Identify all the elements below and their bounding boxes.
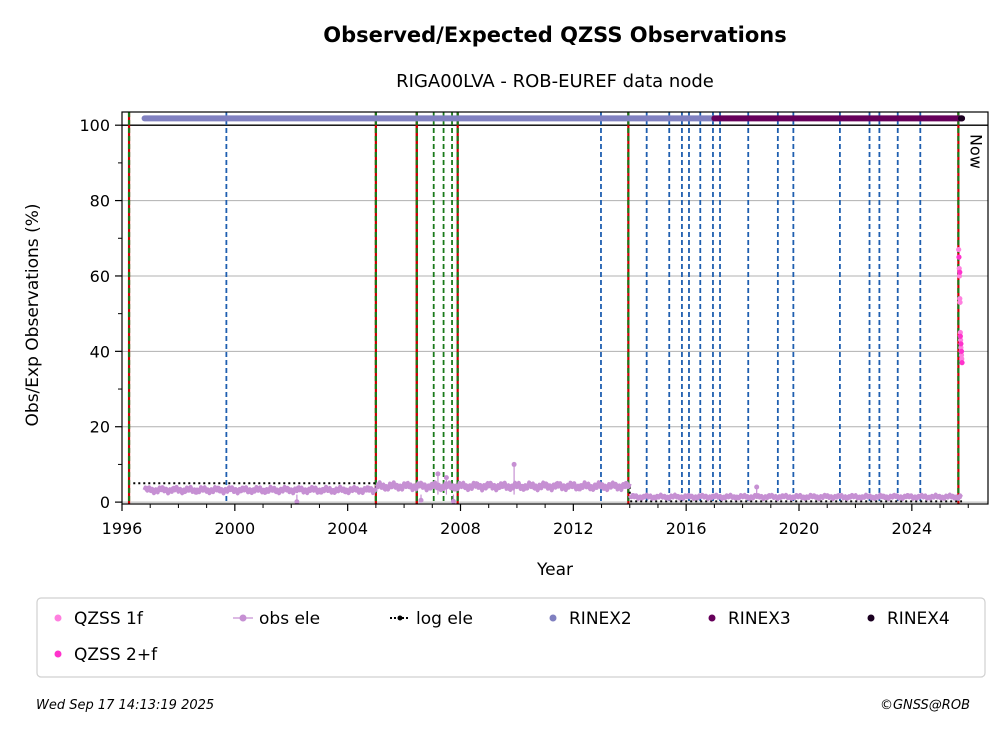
legend-item: QZSS 2+f <box>54 645 158 665</box>
legend-label: RINEX4 <box>887 609 950 629</box>
x-tick-label: 1996 <box>102 519 143 538</box>
obs-ele-point <box>294 499 300 505</box>
qzss-2f-point <box>957 269 963 275</box>
qzss-2f-point <box>959 360 965 366</box>
x-axis-label: Year <box>536 560 573 580</box>
legend-label: QZSS 2+f <box>74 645 158 665</box>
legend-marker <box>867 614 875 622</box>
x-tick-label: 2008 <box>440 519 481 538</box>
data-series <box>133 115 966 505</box>
obs-ele-point <box>511 461 517 467</box>
qzss-2f-point <box>957 333 963 339</box>
qzss-2f-point <box>956 254 962 260</box>
legend-label: log ele <box>416 609 473 629</box>
obs-ele-line <box>142 484 378 496</box>
legend-item: RINEX4 <box>867 609 950 629</box>
event-lines <box>127 112 960 504</box>
legend-marker <box>54 650 62 658</box>
legend-item: QZSS 1f <box>54 609 144 629</box>
footer-timestamp: Wed Sep 17 14:13:19 2025 <box>36 698 214 713</box>
legend-marker <box>54 614 62 622</box>
legend-marker <box>549 614 557 622</box>
legend-item: RINEX3 <box>708 609 791 629</box>
x-tick-label: 2000 <box>214 519 255 538</box>
y-axis-label: Obs/Exp Observations (%) <box>23 204 43 427</box>
chart-subtitle: RIGA00LVA - ROB-EUREF data node <box>396 71 714 92</box>
qzss-1f-point <box>957 295 963 302</box>
obs-ele-point <box>418 497 424 503</box>
x-axis: 1996 2000 2004 2008 2012 2016 2020 2024 <box>102 504 969 538</box>
y-tick-label: 100 <box>79 116 110 135</box>
qzss-1f-point <box>956 273 963 279</box>
legend-item: RINEX2 <box>549 609 632 629</box>
obs-ele-line <box>374 480 632 493</box>
gridlines <box>122 124 988 503</box>
legend: QZSS 1f obs ele log ele RINEX2 RINEX3 RINEX4 Q… <box>54 609 950 665</box>
legend-label: QZSS 1f <box>74 609 144 629</box>
legend-item: log ele <box>390 609 473 629</box>
legend-box <box>36 597 986 678</box>
chart-title: Observed/Expected QZSS Observations <box>323 23 787 47</box>
now-label: Now <box>966 134 985 169</box>
qzss-1f-point <box>956 246 962 253</box>
obs-ele-point <box>754 484 760 490</box>
legend-marker <box>397 615 403 621</box>
footer-credit: ©GNSS@ROB <box>880 698 970 713</box>
qzss-1f-point <box>958 352 965 358</box>
qzss-1f-point <box>958 337 964 343</box>
y-tick-label: 20 <box>90 418 110 437</box>
x-tick-label: 2024 <box>891 519 932 538</box>
legend-item: obs ele <box>233 609 320 629</box>
legend-label: obs ele <box>259 609 320 629</box>
y-tick-label: 80 <box>90 192 110 211</box>
y-tick-label: 40 <box>90 342 110 361</box>
y-tick-label: 0 <box>100 493 110 512</box>
x-tick-label: 2016 <box>666 519 707 538</box>
obs-ele-line <box>628 492 964 502</box>
obs-ele-point <box>450 498 456 504</box>
y-axis: 0 20 40 60 80 100 <box>79 116 122 512</box>
x-tick-label: 2004 <box>327 519 368 538</box>
x-tick-label: 2012 <box>553 519 594 538</box>
legend-marker <box>239 614 247 622</box>
plot-frame <box>121 111 989 505</box>
obs-ele-point <box>435 471 441 477</box>
qzss-1f-point <box>957 329 963 336</box>
legend-label: RINEX3 <box>728 609 791 629</box>
legend-marker <box>708 614 716 622</box>
qzss-2f-point <box>958 341 964 347</box>
qzss-1f-point <box>959 356 965 362</box>
qzss-2f-point <box>958 348 965 354</box>
legend-label: RINEX2 <box>569 609 632 629</box>
y-tick-label: 60 <box>90 267 110 286</box>
obs-ele-point <box>443 475 449 481</box>
qzss-1f-point <box>957 299 963 305</box>
x-tick-label: 2020 <box>779 519 820 538</box>
